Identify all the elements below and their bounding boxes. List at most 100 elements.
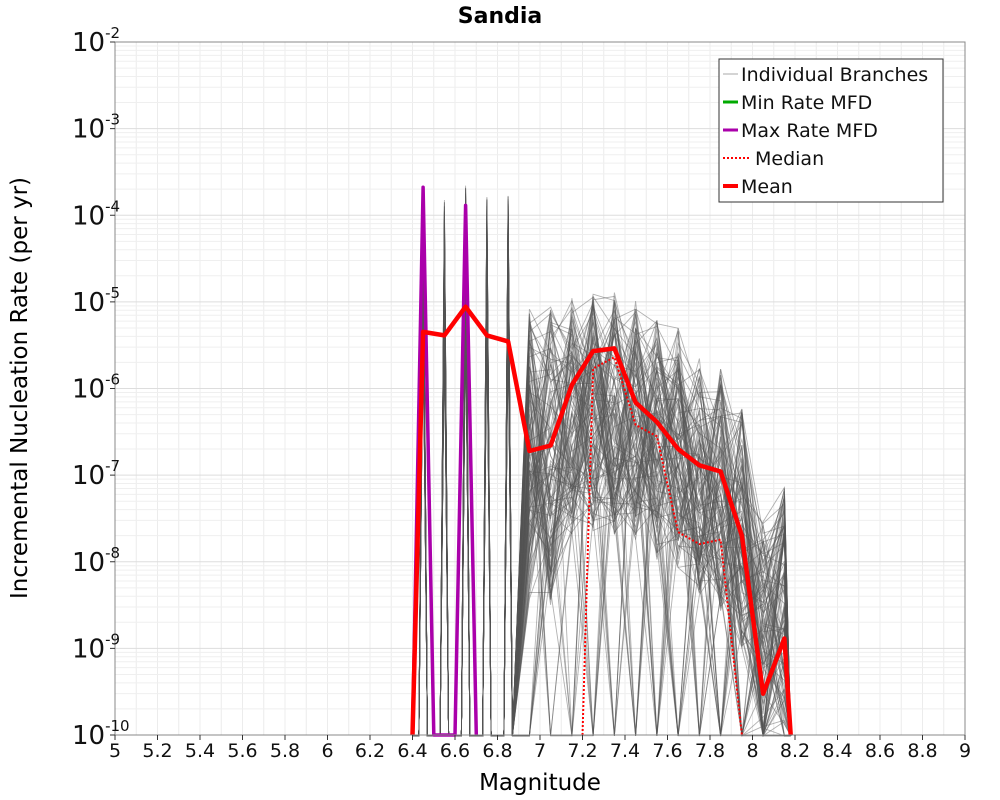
individual-branches xyxy=(412,185,792,738)
branch-line xyxy=(412,227,792,737)
branch-line xyxy=(412,185,792,737)
grid xyxy=(114,42,966,736)
x-tick-label: 7.6 xyxy=(652,740,682,762)
y-axis-label: Incremental Nucleation Rate (per yr) xyxy=(7,177,33,599)
branch-line xyxy=(412,211,792,737)
branch-line xyxy=(412,198,792,737)
y-tick-label: 10-10 xyxy=(72,717,130,751)
branch-line xyxy=(412,202,792,737)
branch-line xyxy=(412,199,792,737)
branch-line xyxy=(412,214,792,737)
branch-line xyxy=(412,261,792,737)
branch-line xyxy=(412,204,792,737)
y-tick-label: 10-6 xyxy=(72,371,120,405)
branch-line xyxy=(412,244,792,737)
branch-line xyxy=(412,200,792,737)
branch-line xyxy=(412,200,791,737)
branch-line xyxy=(412,200,792,737)
branch-line xyxy=(412,238,792,737)
branch-line xyxy=(412,232,792,737)
branch-line xyxy=(412,234,792,737)
legend-label: Min Rate MFD xyxy=(741,92,872,114)
branch-line xyxy=(412,214,792,737)
branch-line xyxy=(412,215,792,737)
branch-line xyxy=(412,194,792,737)
x-tick-label: 8.2 xyxy=(780,740,810,762)
branch-line xyxy=(412,215,792,737)
branch-line xyxy=(412,246,792,737)
branch-line xyxy=(412,209,792,737)
branch-line xyxy=(412,208,791,737)
x-tick-label: 5.8 xyxy=(270,740,300,762)
branch-line xyxy=(412,209,792,737)
branch-line xyxy=(412,223,792,737)
branch-line xyxy=(412,204,792,737)
x-tick-label: 7.8 xyxy=(695,740,725,762)
branch-line xyxy=(412,193,792,737)
branch-line xyxy=(412,220,792,737)
branch-line xyxy=(412,226,792,737)
branch-line xyxy=(412,196,792,737)
x-tick-label: 5.6 xyxy=(227,740,257,762)
legend-label: Max Rate MFD xyxy=(741,120,878,142)
branch-line xyxy=(412,225,792,737)
branch-line xyxy=(412,199,792,737)
branch-line xyxy=(412,194,791,737)
branch-line xyxy=(412,216,792,737)
branch-line xyxy=(412,203,792,737)
branch-line xyxy=(412,211,792,737)
branch-line xyxy=(412,213,792,737)
branch-line xyxy=(412,187,792,737)
branch-line xyxy=(412,218,792,737)
series-median xyxy=(581,356,743,736)
branch-line xyxy=(412,197,792,737)
y-tick-label: 10-5 xyxy=(72,284,120,318)
branch-line xyxy=(412,233,792,737)
x-tick-label: 7.4 xyxy=(610,740,640,762)
branch-line xyxy=(412,280,792,737)
x-axis-label: Magnitude xyxy=(479,770,601,796)
branch-line xyxy=(412,196,792,737)
branch-line xyxy=(412,196,792,737)
branch-line xyxy=(412,205,792,737)
branch-line xyxy=(412,202,792,737)
x-tick-label: 8.8 xyxy=(907,740,937,762)
branch-line xyxy=(412,219,792,737)
branch-line xyxy=(412,195,792,737)
branch-line xyxy=(412,193,792,737)
branch-line xyxy=(412,195,792,737)
branch-line xyxy=(412,196,791,737)
branch-line xyxy=(412,223,792,737)
x-tick-label: 9 xyxy=(959,740,971,762)
branch-line xyxy=(412,187,792,737)
branch-line xyxy=(412,196,792,737)
branch-line xyxy=(412,208,792,737)
branch-line xyxy=(412,189,792,737)
branch-line xyxy=(412,211,792,737)
branch-line xyxy=(412,198,792,737)
branch-line xyxy=(412,209,792,737)
branch-line xyxy=(412,222,792,737)
branch-line xyxy=(412,202,791,737)
branch-line xyxy=(412,247,792,737)
branch-line xyxy=(412,224,792,737)
x-tick-label: 7.2 xyxy=(567,740,597,762)
x-tick-label: 5.4 xyxy=(185,740,215,762)
branch-line xyxy=(412,223,792,737)
branch-line xyxy=(412,209,792,737)
branch-line xyxy=(412,217,792,737)
branch-line xyxy=(412,199,791,737)
branch-line xyxy=(412,231,792,737)
branch-line xyxy=(412,243,792,738)
branch-line xyxy=(412,203,792,737)
branch-line xyxy=(412,192,792,737)
branch-line xyxy=(412,195,792,737)
branch-line xyxy=(412,217,792,737)
branch-line xyxy=(412,209,792,737)
branch-line xyxy=(412,215,792,737)
branch-line xyxy=(412,269,792,737)
branch-line xyxy=(412,223,792,737)
x-tick-label: 6.6 xyxy=(440,740,470,762)
y-tick-label: 10-2 xyxy=(72,24,120,58)
